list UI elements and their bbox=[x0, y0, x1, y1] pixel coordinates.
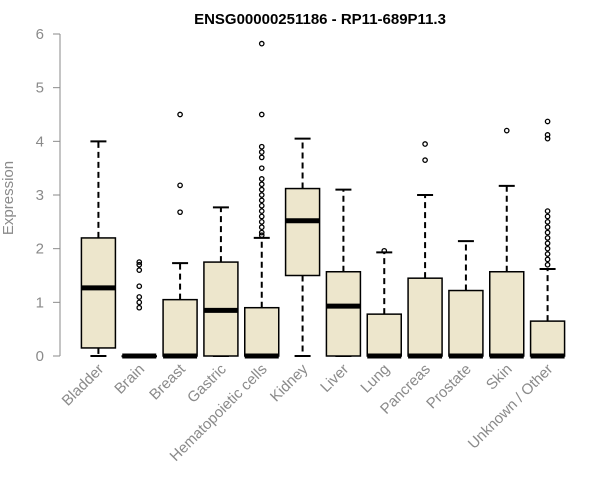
chart-title: ENSG00000251186 - RP11-689P11.3 bbox=[194, 11, 446, 28]
box-group bbox=[366, 247, 402, 359]
box-group bbox=[203, 206, 239, 357]
x-tick-label: Lung bbox=[357, 361, 393, 397]
outlier-point bbox=[258, 213, 265, 220]
outlier-point bbox=[258, 232, 265, 239]
x-tick-label: Prostate bbox=[423, 361, 475, 413]
outlier-point bbox=[422, 141, 428, 147]
box-group bbox=[284, 137, 321, 357]
outlier-point bbox=[258, 176, 265, 182]
box bbox=[162, 298, 198, 357]
outlier-point bbox=[381, 247, 388, 254]
outlier-point bbox=[136, 294, 143, 300]
outlier-point bbox=[258, 192, 265, 198]
y-tick-label: 4 bbox=[36, 133, 44, 150]
box-group bbox=[121, 259, 157, 359]
x-tick-label: Liver bbox=[317, 361, 352, 396]
box bbox=[448, 289, 484, 357]
outlier-point bbox=[258, 154, 265, 161]
outlier-point bbox=[544, 224, 551, 231]
outlier-point bbox=[258, 186, 265, 193]
outlier-point bbox=[503, 127, 510, 134]
outlier-point bbox=[258, 181, 265, 188]
box bbox=[407, 277, 443, 357]
outlier-point bbox=[258, 202, 265, 209]
outlier-point bbox=[258, 149, 265, 155]
box bbox=[80, 237, 117, 349]
outlier-point bbox=[422, 157, 428, 163]
box bbox=[244, 306, 280, 357]
box bbox=[325, 270, 362, 357]
box-group bbox=[489, 127, 525, 359]
outlier-point bbox=[258, 218, 265, 225]
outlier-point bbox=[136, 299, 143, 306]
x-tick-label: Brain bbox=[111, 361, 148, 398]
outlier-point bbox=[544, 208, 551, 214]
x-tick-label: Skin bbox=[483, 361, 516, 394]
outlier-point bbox=[544, 240, 551, 247]
y-axis-label: Expression bbox=[0, 161, 17, 235]
outlier-point bbox=[258, 197, 265, 204]
box-group bbox=[448, 240, 484, 359]
outlier-point bbox=[544, 118, 551, 125]
box bbox=[489, 270, 525, 357]
outlier-point bbox=[136, 304, 143, 311]
box bbox=[284, 187, 321, 277]
outlier-point bbox=[136, 259, 143, 265]
outlier-point bbox=[258, 229, 265, 236]
outlier-point bbox=[136, 261, 143, 268]
outlier-point bbox=[136, 283, 143, 290]
box-group bbox=[80, 140, 117, 357]
outlier-point bbox=[544, 218, 551, 225]
box bbox=[529, 320, 566, 357]
outlier-point bbox=[544, 235, 551, 241]
outlier-point bbox=[544, 251, 551, 257]
outlier-point bbox=[177, 209, 183, 216]
y-tick-label: 6 bbox=[36, 26, 44, 43]
box-group bbox=[407, 141, 443, 359]
y-tick-label: 1 bbox=[36, 294, 44, 311]
box-group bbox=[325, 188, 362, 357]
outlier-point bbox=[258, 143, 265, 150]
outlier-point bbox=[544, 245, 551, 252]
y-tick-label: 3 bbox=[36, 187, 44, 204]
outlier-point bbox=[544, 261, 551, 268]
box-series bbox=[80, 40, 566, 359]
box-group bbox=[162, 111, 198, 359]
outlier-point bbox=[544, 213, 551, 220]
y-tick-label: 0 bbox=[36, 348, 44, 365]
x-tick-label: Breast bbox=[146, 360, 189, 403]
outlier-point bbox=[258, 165, 265, 172]
outlier-point bbox=[136, 267, 143, 273]
outlier-point bbox=[258, 224, 265, 231]
box-group bbox=[529, 118, 566, 359]
box-group bbox=[244, 40, 280, 359]
outlier-point bbox=[544, 256, 551, 263]
y-tick-label: 2 bbox=[36, 241, 44, 258]
outlier-point bbox=[177, 111, 183, 118]
outlier-point bbox=[544, 229, 551, 236]
outlier-point bbox=[177, 182, 183, 189]
outlier-point bbox=[258, 208, 265, 214]
outlier-point bbox=[258, 111, 265, 118]
box bbox=[366, 313, 402, 357]
y-axis: 0 1 2 3 4 5 6 bbox=[36, 26, 61, 365]
x-tick-label: Kidney bbox=[267, 360, 312, 405]
y-tick-label: 5 bbox=[36, 80, 44, 97]
outlier-point bbox=[544, 132, 551, 138]
x-tick-label: Bladder bbox=[59, 361, 108, 410]
outlier-point bbox=[258, 40, 265, 47]
